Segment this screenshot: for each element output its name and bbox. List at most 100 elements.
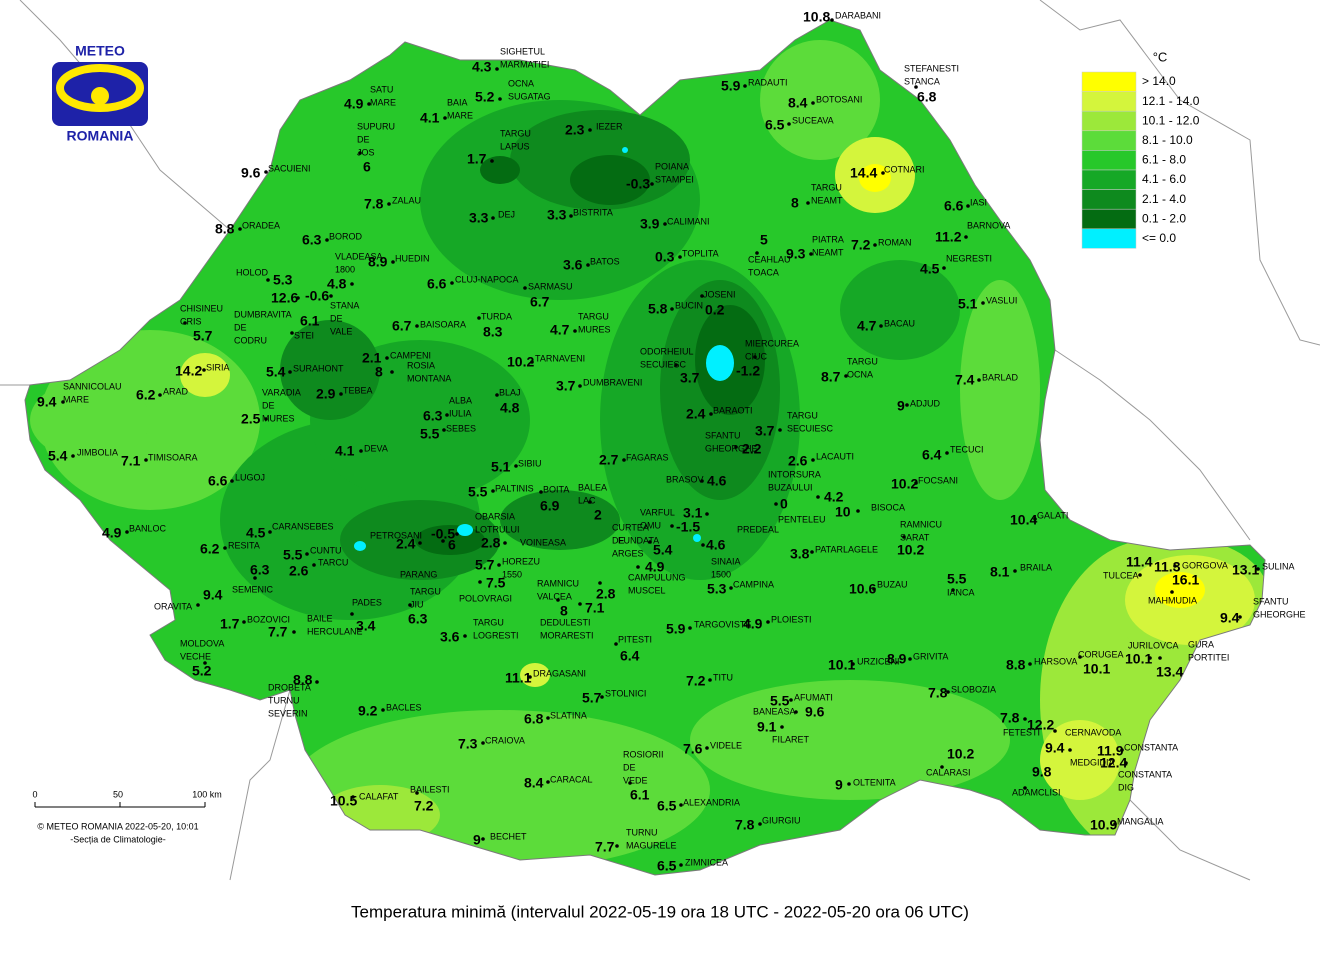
station-value: 9.8 (1032, 764, 1052, 780)
station-name: MOLDOVA (180, 638, 224, 648)
station-name: SATU (370, 84, 393, 94)
station-value: 3.7 (680, 370, 700, 386)
station: TARCU 2.6 (289, 557, 348, 578)
station-name: TURNU (268, 695, 300, 705)
station-name: SLOBOZIA (951, 684, 996, 694)
station-value: 2.7 (599, 452, 619, 468)
station-value: 9.6 (241, 165, 261, 181)
station-dot (615, 844, 619, 848)
station-value: 8 (375, 364, 383, 380)
station-name: TOPLITA (682, 248, 719, 258)
station-value: 10 (835, 504, 851, 520)
station-name: SIGHETUL (500, 46, 545, 56)
station-dot (1148, 656, 1152, 660)
station: BLAJ 4.8 (495, 387, 521, 416)
station-dot (679, 863, 683, 867)
station-name: CRIS (180, 316, 202, 326)
station-name: BRASOV (666, 474, 704, 484)
station-value: 1.7 (467, 151, 487, 167)
station: SIRIA 14.2 (175, 362, 230, 378)
station: PREDEAL 3.1 (683, 505, 779, 535)
station-value: 6.7 (392, 318, 412, 334)
station: CARACAL 8.4 (524, 774, 593, 790)
station-value: 4.2 (824, 489, 844, 505)
station-value: 6.9 (540, 498, 560, 514)
station-name: PETROSANI (370, 530, 422, 540)
station-value: 6.3 (408, 611, 428, 627)
station: LUGOJ 6.6 (208, 472, 265, 488)
station-name: SACUIENI (268, 163, 311, 173)
station-name: CEAHLAU (748, 254, 791, 264)
station-name: MARE (370, 97, 396, 107)
station-dot (290, 331, 294, 335)
station-name: CERNAVODA (1065, 727, 1121, 737)
station-name: BANLOC (129, 523, 167, 533)
station-dot (523, 286, 527, 290)
station-value: 7.1 (121, 453, 141, 469)
station-value: 7.2 (686, 673, 706, 689)
station: CAMPINA 5.3 (707, 579, 774, 596)
station-name: DRAGASANI (533, 668, 586, 678)
station-name: STANCA (904, 76, 940, 86)
station-value: 7.2 (851, 237, 871, 253)
station-name: ZALAU (392, 195, 421, 205)
zone (1040, 720, 1120, 800)
station-name: SEVERIN (268, 708, 308, 718)
station: CERNAVODA 12.2 (1027, 717, 1121, 738)
station-name: DE (612, 535, 625, 545)
station-name: TARGU (410, 586, 441, 596)
station-dot (663, 222, 667, 226)
station-name: SECUIESC (787, 423, 834, 433)
station-name: CLUJ-NAPOCA (455, 274, 519, 284)
station-dot (441, 539, 445, 543)
station-value: 11.4 (1126, 554, 1153, 570)
station-value: 4.8 (500, 400, 520, 416)
station-dot (253, 576, 257, 580)
station: MEDGIDIA 9.4 (1045, 740, 1115, 768)
station-name: FAGARAS (626, 452, 669, 462)
station-name: TITU (713, 672, 733, 682)
station-dot (705, 512, 709, 516)
station-name: CALARASI (926, 767, 971, 777)
station-value: -0.5 (431, 526, 455, 542)
station-dot (705, 746, 709, 750)
station: TARGU SECUIESC 3.7 (755, 410, 834, 438)
station-name: GURA (1188, 639, 1214, 649)
station-dot (1173, 564, 1177, 568)
station-name: PORTITEI (1188, 652, 1229, 662)
station-dot (1120, 748, 1124, 752)
station-value: 2.4 (686, 406, 706, 422)
station-value: 5.4 (653, 542, 673, 558)
station: SIGHETUL MARMATIEI 4.3 (472, 46, 549, 74)
station-name: RAMNICU (900, 519, 942, 529)
station-dot (339, 392, 343, 396)
station-name: TARCU (318, 557, 348, 567)
station-name: CAMPENI (390, 350, 431, 360)
station-dot (670, 524, 674, 528)
station-name: ALEXANDRIA (683, 797, 740, 807)
station-name: SUGATAG (508, 91, 551, 101)
station-name: MUSCEL (628, 585, 666, 595)
station: CRAIOVA 7.3 (458, 735, 525, 751)
station-value: 10.2 (507, 354, 534, 370)
station-dot (787, 122, 791, 126)
station-dot (350, 282, 354, 286)
station-dot (1078, 655, 1082, 659)
station-name: BARNOVA (967, 220, 1010, 230)
station-dot (914, 85, 918, 89)
station-name: RESITA (228, 540, 260, 550)
station-dot (905, 403, 909, 407)
station-dot (569, 214, 573, 218)
station: BOZOVICI 1.7 (220, 614, 290, 631)
station-value: 10.4 (1010, 512, 1037, 528)
station: TARGU LOGRESTI 3.6 (440, 617, 519, 644)
station-value: 7.6 (683, 741, 703, 757)
station-value: 4.5 (246, 525, 266, 541)
station-value: 10.1 (828, 657, 855, 673)
station-name: CURTEA (612, 522, 649, 532)
station-dot (879, 324, 883, 328)
station-name: SEMENIC (232, 584, 274, 594)
station: PIATRA NEAMT 9.3 (786, 234, 844, 261)
